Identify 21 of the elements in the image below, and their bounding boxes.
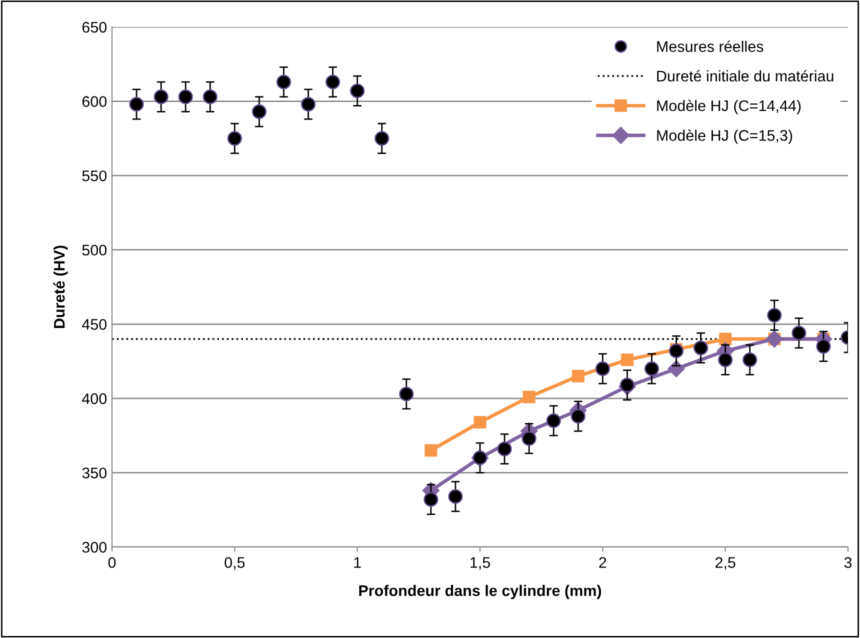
y-tick-label: 450 (82, 319, 107, 330)
y-tick-label: 400 (82, 393, 107, 404)
x-tick-label: 0 (108, 557, 116, 568)
y-axis-title: Dureté (HV) (53, 246, 68, 328)
y-tick-label: 600 (82, 96, 107, 107)
y-tick-label: 650 (82, 22, 107, 33)
x-tick-label: 3 (844, 557, 852, 568)
x-tick-label: 0,5 (224, 557, 245, 570)
y-tick-label: 300 (82, 542, 107, 553)
x-tick-label: 2 (599, 557, 606, 568)
legend-label: Mesures réelles (657, 40, 764, 52)
x-axis-title: Profondeur dans le cylindre (mm) (359, 584, 602, 600)
x-tick-label: 1,5 (470, 557, 490, 570)
y-tick-label: 350 (82, 468, 107, 478)
legend-label: Modèle HJ (C=15,3) (657, 129, 792, 144)
x-tick-label: 1 (354, 557, 361, 568)
x-tick-label: 2,5 (715, 557, 736, 570)
legend-label: Dureté initiale du matériau (657, 70, 834, 82)
y-tick-label: 550 (82, 170, 107, 182)
y-tick-label: 500 (82, 244, 107, 256)
legend-label: Modèle HJ (C=14,44) (657, 100, 801, 114)
